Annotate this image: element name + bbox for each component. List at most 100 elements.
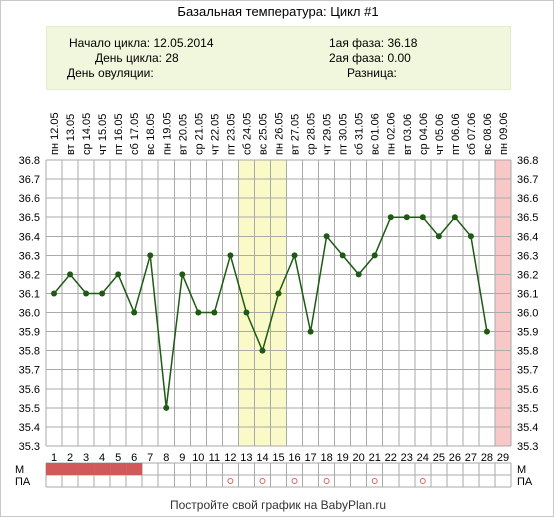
temperature-line: [53, 216, 488, 408]
day-label: 16: [288, 452, 300, 464]
cycle-day: День цикла: 28: [95, 51, 179, 65]
highlight-band: [238, 160, 287, 446]
date-label: пн 02.06: [386, 112, 398, 155]
date-label: вс 08.06: [482, 113, 494, 155]
pa-mark: [291, 478, 298, 484]
day-label: 25: [433, 452, 445, 464]
date-label: вс 01.06: [370, 113, 382, 155]
y-tick-right: 35.8: [517, 346, 538, 358]
day-label: 21: [369, 452, 381, 464]
y-tick-left: 35.7: [19, 365, 40, 377]
y-tick-right: 36.1: [517, 288, 538, 300]
y-tick-left: 35.3: [19, 441, 40, 453]
pa-mark: [323, 478, 330, 484]
y-tick-left: 35.4: [19, 422, 40, 434]
temperature-point: [339, 252, 346, 259]
y-tick-right: 35.9: [517, 327, 538, 339]
date-label: пн 19.05: [161, 112, 173, 155]
date-label: чт 22.05: [209, 114, 221, 155]
temperature-point: [51, 290, 58, 297]
pa-mark: [371, 478, 378, 484]
date-label: сб 31.05: [354, 113, 366, 155]
y-tick-right: 36.0: [517, 308, 538, 320]
y-tick-left: 36.8: [19, 155, 40, 167]
date-label: пт 30.05: [338, 113, 350, 155]
date-label: чт 29.05: [322, 114, 334, 155]
y-tick-left: 36.1: [19, 288, 40, 300]
y-tick-right: 36.8: [517, 155, 538, 167]
temperature-point: [467, 233, 474, 240]
y-tick-left: 36.5: [19, 212, 40, 224]
date-label: вс 25.05: [257, 113, 269, 155]
day-label: 22: [385, 452, 397, 464]
y-tick-left: 35.8: [19, 346, 40, 358]
y-tick-right: 35.6: [517, 384, 538, 396]
temperature-point: [243, 309, 250, 316]
y-tick-right: 36.7: [517, 174, 538, 186]
temperature-point: [227, 252, 234, 259]
date-label: ср 28.05: [306, 113, 318, 155]
day-label: 29: [497, 452, 509, 464]
temperature-point: [371, 252, 378, 259]
y-tick-left: 36.7: [19, 174, 40, 186]
pa-mark: [259, 478, 266, 484]
y-tick-right: 35.7: [517, 365, 538, 377]
menstruation-cell: [78, 463, 95, 475]
date-label: ср 21.05: [193, 113, 205, 155]
y-tick-right: 36.5: [517, 212, 538, 224]
day-label: 20: [353, 452, 365, 464]
ovulation-day: День овуляции:: [67, 66, 154, 80]
y-tick-left: 36.4: [19, 231, 40, 243]
day-label: 19: [337, 452, 349, 464]
y-tick-left: 36.0: [19, 308, 40, 320]
phase2: 2ая фаза: 0.00: [329, 51, 411, 65]
temperature-point: [419, 214, 426, 221]
y-tick-left: 35.6: [19, 384, 40, 396]
info-box: Начало цикла: 12.05.2014 День цикла: 28 …: [46, 26, 511, 90]
day-label: 2: [67, 452, 73, 464]
day-label: 17: [304, 452, 316, 464]
date-label: ср 04.06: [418, 113, 430, 155]
y-tick-left: 36.2: [19, 269, 40, 281]
day-label: 1: [51, 452, 57, 464]
temperature-point: [67, 271, 74, 278]
date-label: сб 24.05: [241, 113, 253, 155]
row-label-pa: ПА: [15, 476, 31, 488]
temperature-point: [83, 290, 90, 297]
temperature-point: [99, 290, 106, 297]
temperature-point: [387, 214, 394, 221]
temperature-point: [355, 271, 362, 278]
menstruation-cell: [126, 463, 143, 475]
day-label: 6: [131, 452, 137, 464]
y-tick-right: 36.2: [517, 269, 538, 281]
y-tick-right: 35.4: [517, 422, 538, 434]
day-label: 12: [224, 452, 236, 464]
temperature-point: [163, 404, 170, 411]
date-label: вт 13.05: [65, 114, 77, 155]
cycle-start: Начало цикла: 12.05.2014: [69, 36, 214, 50]
day-label: 4: [99, 452, 105, 464]
y-tick-right: 35.3: [517, 441, 538, 453]
pa-mark: [419, 478, 426, 484]
date-label: пн 26.05: [274, 112, 286, 155]
temperature-point: [403, 214, 410, 221]
y-tick-right: 36.6: [517, 193, 538, 205]
date-label: пт 23.05: [225, 113, 237, 155]
date-label: пт 16.05: [113, 113, 125, 155]
difference: Разница:: [347, 66, 397, 80]
temperature-point: [435, 233, 442, 240]
day-label: 5: [115, 452, 121, 464]
temperature-point: [323, 233, 330, 240]
day-label: 10: [192, 452, 204, 464]
y-tick-left: 35.9: [19, 327, 40, 339]
date-label: пн 12.05: [49, 112, 61, 155]
temperature-point: [147, 252, 154, 259]
date-label: сб 07.06: [466, 113, 478, 155]
day-label: 15: [272, 452, 284, 464]
temperature-point: [451, 214, 458, 221]
date-label: вт 27.05: [290, 114, 302, 155]
phase1: 1ая фаза: 36.18: [329, 36, 418, 50]
day-label: 24: [417, 452, 429, 464]
y-tick-right: 36.4: [517, 231, 538, 243]
